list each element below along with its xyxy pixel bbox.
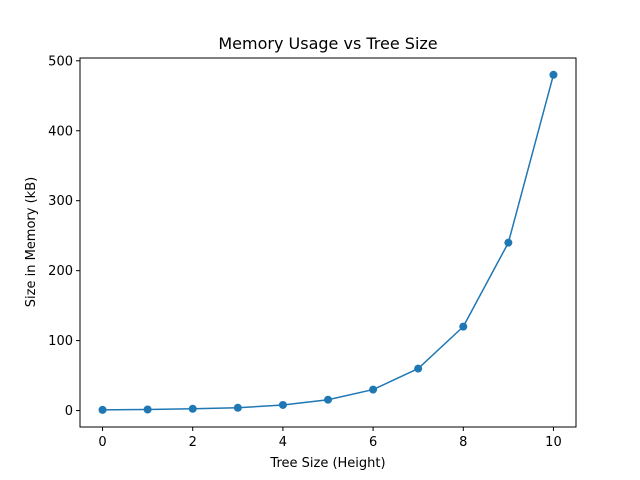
x-tick-label: 10 [545, 435, 562, 450]
series-layer [98, 70, 558, 414]
series-line [102, 74, 555, 411]
x-tick-label: 0 [98, 435, 106, 450]
y-tick-label: 500 [48, 54, 73, 69]
x-tick-label: 8 [459, 435, 467, 450]
x-tick-label: 2 [189, 435, 197, 450]
data-point [98, 405, 107, 414]
y-axis: 0 100 200 300 400 500 [48, 54, 80, 419]
chart-title: Memory Usage vs Tree Size [218, 34, 437, 53]
data-point [549, 70, 558, 79]
data-point [414, 364, 423, 373]
x-axis-label: Tree Size (Height) [269, 456, 385, 471]
data-point [188, 404, 197, 413]
data-point [369, 385, 378, 394]
plot-frame [79, 57, 577, 428]
x-axis: 0 2 4 6 8 10 [98, 427, 562, 450]
y-tick-label: 0 [65, 404, 73, 419]
data-point [233, 403, 242, 412]
y-tick-label: 100 [48, 334, 73, 349]
x-tick-label: 6 [369, 435, 377, 450]
data-point [459, 322, 468, 331]
data-point [143, 405, 152, 414]
y-tick-label: 200 [48, 264, 73, 279]
x-tick-label: 4 [279, 435, 287, 450]
data-point [278, 400, 287, 409]
data-point [324, 395, 332, 404]
y-tick-label: 400 [48, 124, 73, 139]
y-axis-label: Size in Memory (kB) [24, 177, 39, 307]
y-tick-label: 300 [48, 194, 73, 209]
data-point [504, 238, 513, 247]
